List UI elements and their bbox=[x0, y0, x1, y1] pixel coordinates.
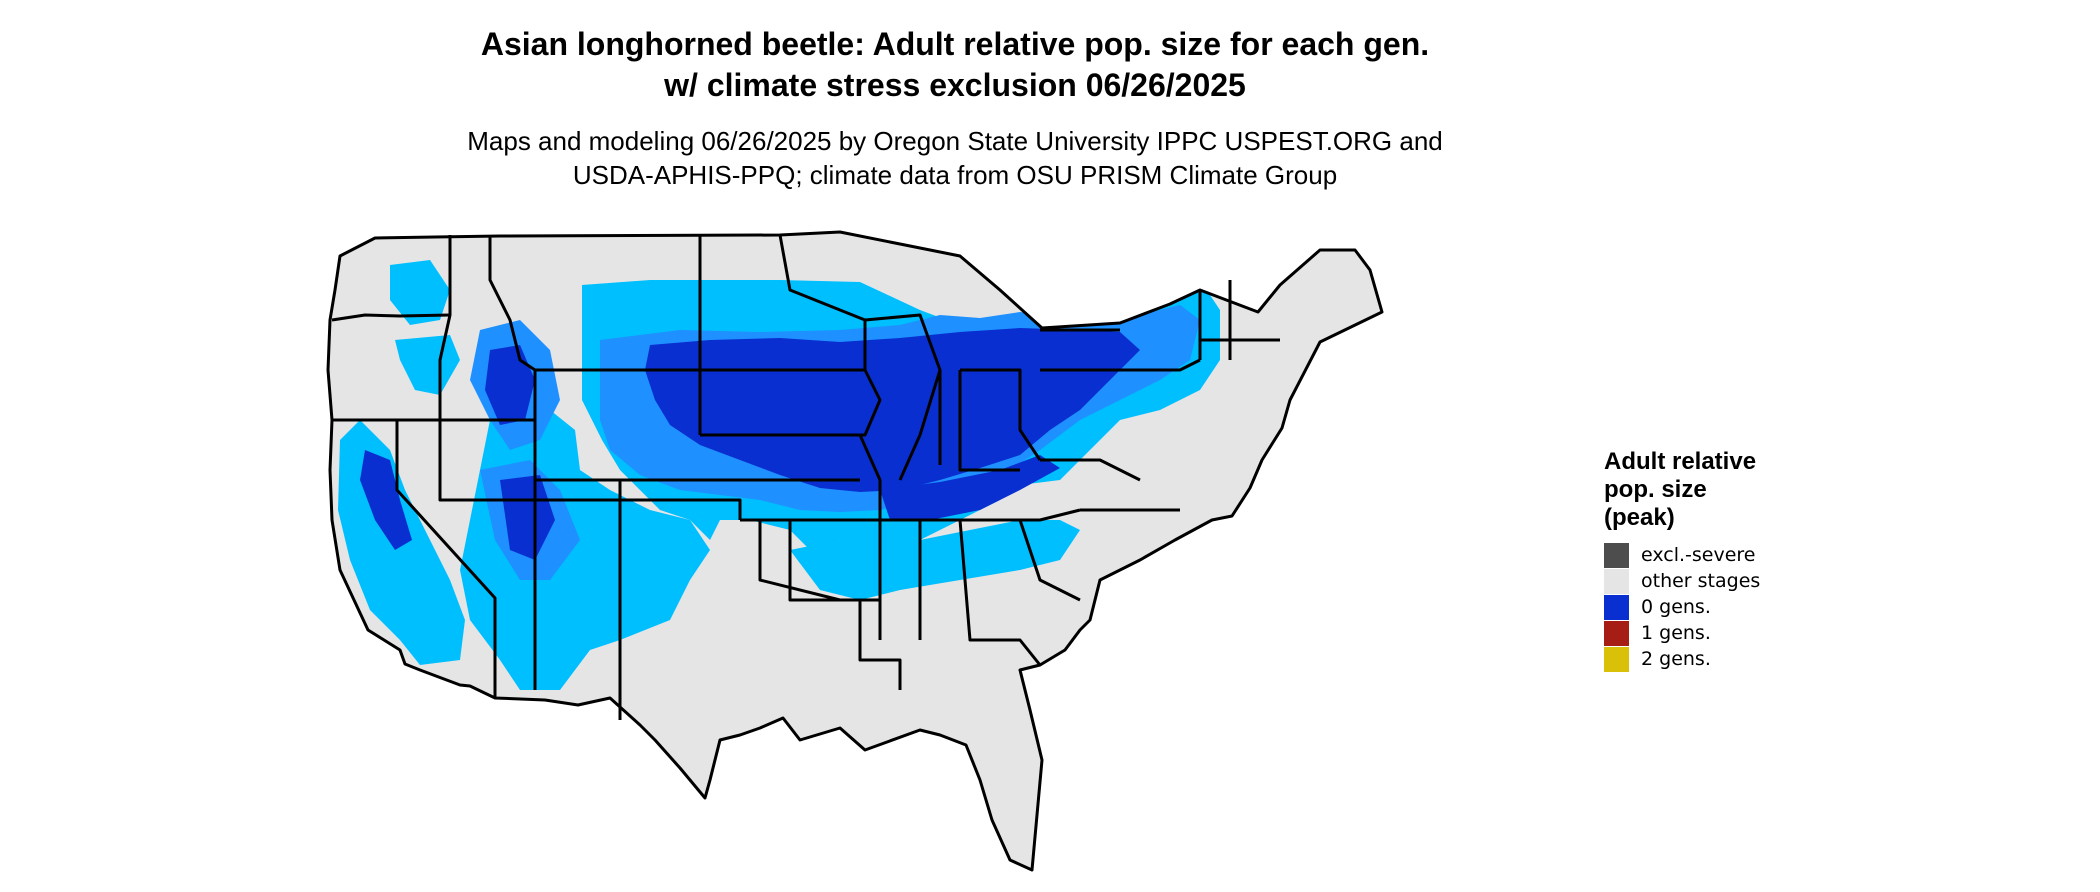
border-ky-tn bbox=[865, 508, 1081, 522]
legend-label: other stages bbox=[1641, 570, 1761, 592]
legend-swatch bbox=[1604, 646, 1629, 672]
us-map bbox=[326, 230, 1384, 872]
legend-label: 0 gens. bbox=[1641, 596, 1711, 618]
border-mo-ar bbox=[780, 518, 880, 602]
border-la bbox=[858, 600, 902, 690]
legend-title-line-2: pop. size bbox=[1604, 476, 1707, 503]
legend-label: 2 gens. bbox=[1641, 648, 1711, 670]
border-wy bbox=[533, 370, 700, 482]
legend-title-line-3: (peak) bbox=[1604, 504, 1675, 531]
dark-blue-region-sierra bbox=[360, 450, 412, 550]
title-line-2: w/ climate stress exclusion 06/26/2025 bbox=[664, 67, 1246, 103]
legend-swatch bbox=[1604, 542, 1629, 568]
subtitle-line-2: USDA-APHIS-PPQ; climate data from OSU PR… bbox=[572, 160, 1338, 190]
legend-item-excl-severe: excl.-severe bbox=[1604, 542, 1864, 568]
border-wa-or bbox=[331, 313, 451, 322]
border-il-in bbox=[938, 370, 1020, 472]
border-id-west bbox=[438, 235, 452, 420]
border-pa-ny bbox=[1040, 328, 1201, 372]
dark-blue-region-utah bbox=[485, 345, 535, 425]
light-blue-region-southeast bbox=[790, 520, 1080, 600]
light-blue-region-northwest bbox=[390, 260, 450, 325]
legend: Adult relative pop. size (peak) excl.-se… bbox=[1604, 448, 1864, 672]
border-ca-nv-diag bbox=[395, 420, 497, 698]
legend-item-other-stages: other stages bbox=[1604, 568, 1864, 594]
dark-blue-region-mogollon bbox=[500, 475, 555, 560]
title-line-1: Asian longhorned beetle: Adult relative … bbox=[480, 26, 1430, 62]
border-ga-fl bbox=[970, 519, 1081, 666]
map-subtitle: Maps and modeling 06/26/2025 by Oregon S… bbox=[0, 124, 1910, 192]
map-title: Asian longhorned beetle: Adult relative … bbox=[0, 24, 1910, 106]
border-va-nc bbox=[1040, 458, 1180, 512]
legend-swatch bbox=[1604, 620, 1629, 646]
border-new-england bbox=[1198, 280, 1280, 360]
legend-title: Adult relative pop. size (peak) bbox=[1604, 448, 1864, 532]
legend-swatch bbox=[1604, 594, 1629, 620]
legend-label: 1 gens. bbox=[1641, 622, 1711, 644]
legend-label: excl.-severe bbox=[1641, 544, 1756, 566]
border-ia-mo bbox=[780, 369, 882, 437]
legend-swatch bbox=[1604, 568, 1629, 594]
subtitle-line-1: Maps and modeling 06/26/2025 by Oregon S… bbox=[467, 126, 1443, 156]
legend-title-line-1: Adult relative bbox=[1604, 448, 1757, 475]
legend-item-1-gens: 1 gens. bbox=[1604, 620, 1864, 646]
border-oh bbox=[960, 368, 1042, 461]
border-co bbox=[618, 480, 742, 520]
legend-item-0-gens: 0 gens. bbox=[1604, 594, 1864, 620]
border-mt-id bbox=[488, 235, 536, 372]
legend-item-2-gens: 2 gens. bbox=[1604, 646, 1864, 672]
border-ut-az bbox=[438, 420, 537, 502]
state-borders bbox=[326, 230, 1384, 872]
